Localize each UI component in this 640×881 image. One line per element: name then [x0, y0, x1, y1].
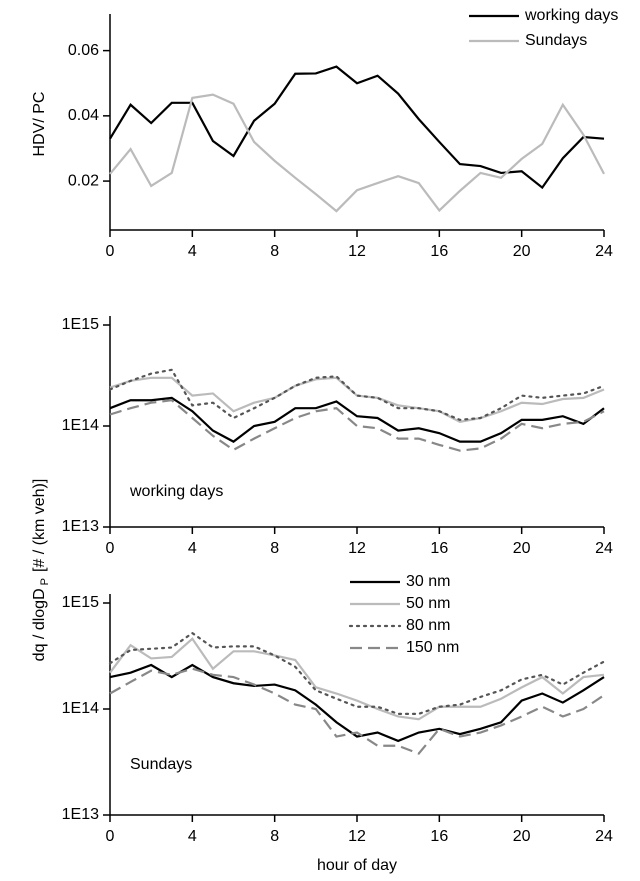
y-tick-label: 0.04	[68, 107, 99, 124]
legend-label: 150 nm	[406, 639, 459, 656]
x-tick-label: 16	[430, 243, 448, 260]
x-tick-label: 0	[106, 540, 115, 557]
x-tick-label: 20	[513, 828, 531, 845]
y-tick-label: 1E15	[62, 594, 99, 611]
x-tick-label: 8	[270, 828, 279, 845]
x-tick-label: 12	[348, 243, 366, 260]
x-tick-label: 4	[188, 828, 197, 845]
y-axis-label: dq / dlogD P [# / (km veh)]	[31, 479, 51, 662]
x-tick-label: 16	[430, 540, 448, 557]
x-axis-label: hour of day	[317, 857, 397, 874]
x-tick-label: 24	[595, 540, 613, 557]
y-tick-label: 1E14	[62, 700, 99, 717]
series-line	[109, 667, 605, 755]
y-tick-label: 1E15	[62, 316, 99, 333]
series-line	[109, 637, 605, 721]
series-line	[108, 368, 606, 421]
x-tick-label: 4	[188, 540, 197, 557]
legend-label: 80 nm	[406, 617, 450, 634]
legend-label: 30 nm	[406, 573, 450, 590]
y-tick-label: 0.06	[68, 42, 99, 59]
x-tick-label: 0	[106, 243, 115, 260]
series-line	[109, 65, 605, 190]
y-tick-label: 1E14	[62, 417, 99, 434]
legend-label: Sundays	[525, 32, 587, 49]
panel-annotation: working days	[129, 483, 223, 500]
x-tick-label: 12	[348, 540, 366, 557]
legend-label: working days	[524, 7, 618, 24]
y-tick-label: 1E13	[62, 806, 99, 823]
x-tick-label: 20	[513, 540, 531, 557]
x-tick-label: 16	[430, 828, 448, 845]
x-tick-label: 8	[270, 540, 279, 557]
panel-annotation: Sundays	[130, 756, 192, 773]
y-axis-label-part: P	[39, 578, 51, 585]
y-axis-label-part: dq / dlogD	[31, 588, 48, 661]
x-tick-label: 8	[270, 243, 279, 260]
y-tick-label: 1E13	[62, 518, 99, 535]
x-tick-label: 24	[595, 243, 613, 260]
y-tick-label: 0.02	[68, 172, 99, 189]
x-tick-label: 12	[348, 828, 366, 845]
x-tick-label: 0	[106, 828, 115, 845]
legend-label: 50 nm	[406, 595, 450, 612]
series-line	[109, 93, 605, 213]
x-tick-label: 20	[513, 243, 531, 260]
x-tick-label: 24	[595, 828, 613, 845]
series-line	[109, 396, 605, 443]
series-line	[109, 399, 605, 452]
x-tick-label: 4	[188, 243, 197, 260]
series-line	[108, 631, 606, 715]
y-axis-label: HDV/ PC	[31, 92, 48, 157]
series-line	[109, 663, 605, 743]
y-axis-label-part: [# / (km veh)]	[31, 479, 48, 572]
